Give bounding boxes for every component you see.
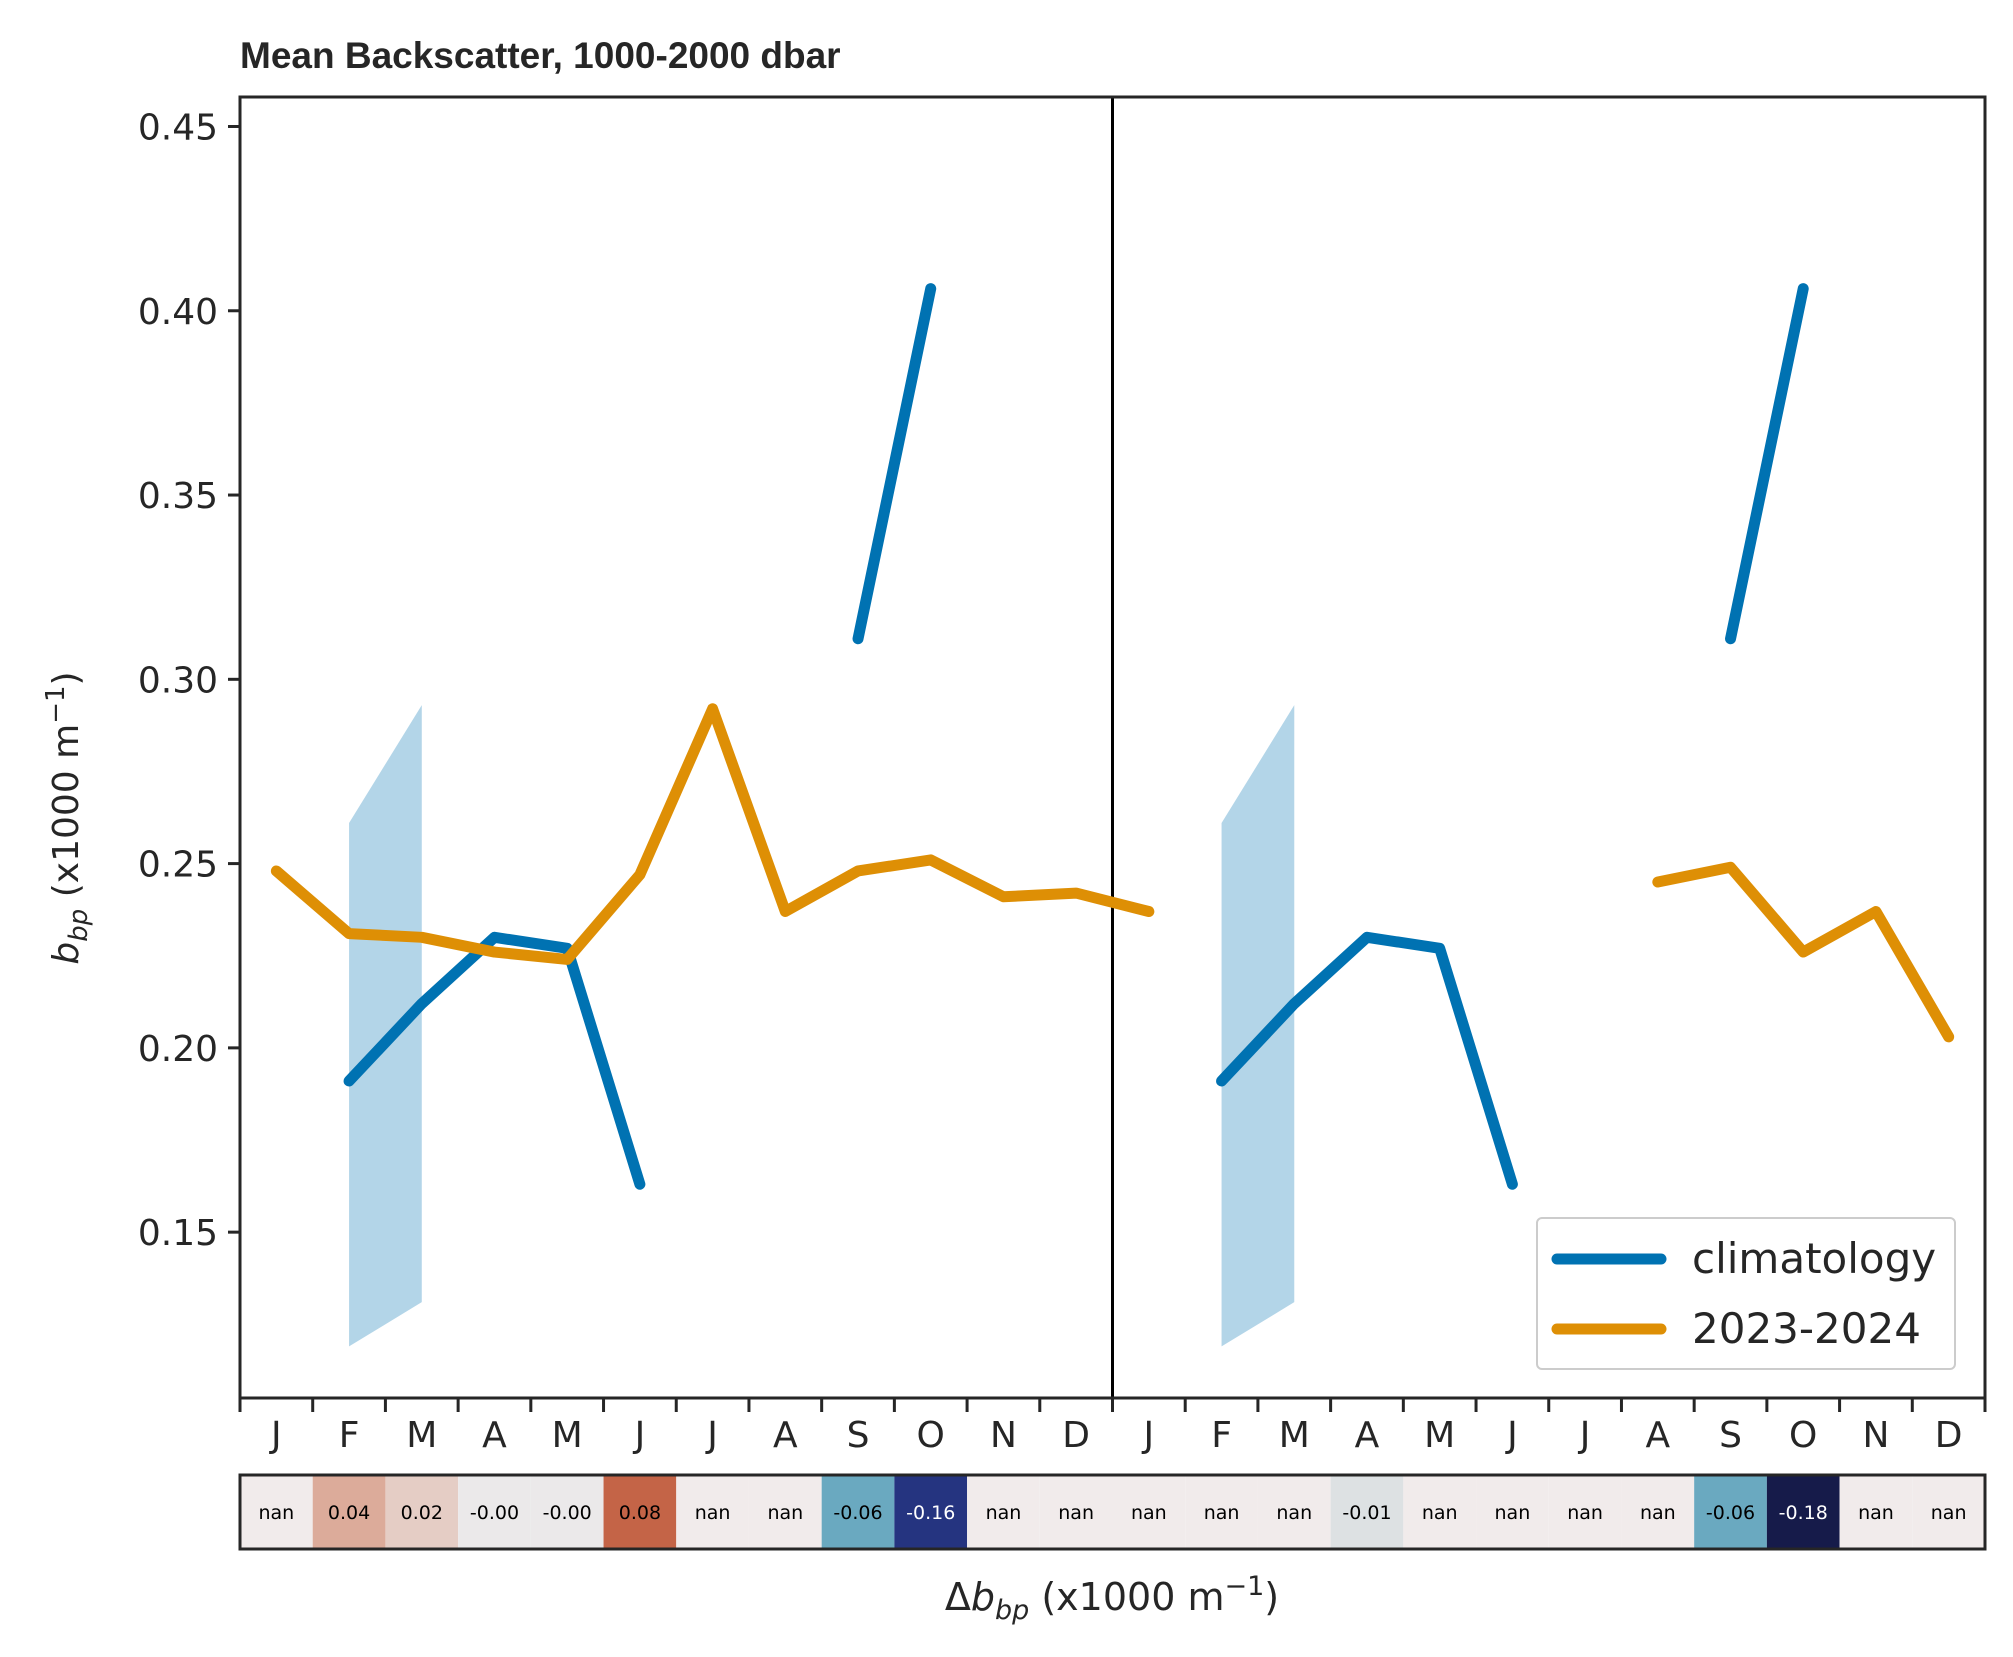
x-month-label: F	[339, 1415, 360, 1456]
x-month-label: A	[1355, 1415, 1380, 1456]
diff-cell-15	[1330, 1475, 1404, 1549]
x-month-label: D	[1935, 1415, 1963, 1456]
diff-cell-18	[1548, 1475, 1622, 1549]
x-month-label: J	[705, 1415, 718, 1456]
diff-cell-label: -0.00	[543, 1502, 592, 1524]
diff-cell-14	[1257, 1475, 1331, 1549]
diff-cell-12	[1112, 1475, 1186, 1549]
diff-cell-7	[748, 1475, 822, 1549]
diff-cell-3	[458, 1475, 531, 1549]
diff-cell-label: nan	[1495, 1502, 1531, 1524]
x-month-label: S	[847, 1415, 870, 1456]
diff-cell-label: 0.04	[328, 1502, 370, 1524]
diff-cell-21	[1766, 1475, 1840, 1549]
diff-cell-11	[1039, 1475, 1113, 1549]
x-month-label: M	[1424, 1415, 1455, 1456]
diff-cell-label: -0.18	[1779, 1502, 1828, 1524]
diff-cell-label: nan	[1858, 1502, 1894, 1524]
diff-cell-label: nan	[1276, 1502, 1312, 1524]
diff-cell-label: nan	[1058, 1502, 1094, 1524]
legend-label: climatology	[1692, 1234, 1936, 1283]
legend-label: 2023-2024	[1692, 1304, 1921, 1353]
x-month-label: J	[269, 1415, 282, 1456]
diff-cell-8	[821, 1475, 895, 1549]
diff-cell-9	[894, 1475, 968, 1549]
series-band-0-1	[1221, 705, 1295, 1347]
diff-cell-label: nan	[986, 1502, 1022, 1524]
diff-cell-0	[240, 1475, 313, 1549]
legend: climatology 2023-2024	[1536, 1217, 1956, 1370]
diff-cell-label: nan	[1640, 1502, 1676, 1524]
diff-cell-23	[1912, 1475, 1985, 1549]
diff-cell-label: nan	[695, 1502, 731, 1524]
diff-cell-label: 0.08	[619, 1502, 661, 1524]
x-month-label: A	[1645, 1415, 1670, 1456]
x-month-label: S	[1719, 1415, 1742, 1456]
plot-area	[238, 95, 1987, 1400]
diff-cell-label: nan	[767, 1502, 803, 1524]
diff-cell-label: -0.01	[1342, 1502, 1391, 1524]
diff-cell-20	[1694, 1475, 1767, 1549]
y-tick-label: 0.15	[138, 1213, 218, 1254]
diff-cell-label: nan	[1931, 1502, 1967, 1524]
x-month-label: O	[1789, 1415, 1817, 1456]
difference-strip: nan 0.04 0.02 -0.00 -0.00 0.08 nan nan -0.06 -0.1…	[238, 1473, 1987, 1551]
series-line-0-1	[852, 283, 937, 645]
chart-title: Mean Backscatter, 1000-2000 dbar	[240, 35, 841, 76]
x-month-label: A	[482, 1415, 507, 1456]
series-line-0-0	[343, 931, 646, 1190]
series-line-0-2	[1216, 931, 1518, 1190]
diff-cell-label: nan	[1131, 1502, 1167, 1524]
diff-cell-label: -0.16	[906, 1502, 955, 1524]
x-month-label: M	[1279, 1415, 1310, 1456]
y-tick-label: 0.25	[138, 845, 218, 886]
y-tick-label: 0.45	[138, 107, 218, 148]
x-month-label: J	[1578, 1415, 1591, 1456]
x-month-label: F	[1211, 1415, 1232, 1456]
diff-cell-6	[676, 1475, 749, 1549]
x-month-label: N	[1862, 1415, 1889, 1456]
diff-cell-1	[312, 1475, 386, 1549]
diff-cell-label: nan	[1567, 1502, 1603, 1524]
diff-cell-label: 0.02	[401, 1502, 443, 1524]
diff-cell-17	[1476, 1475, 1549, 1549]
x-month-label: A	[773, 1415, 798, 1456]
y-tick-label: 0.30	[138, 660, 218, 701]
series-line-1-0	[270, 703, 1155, 965]
diff-cell-2	[385, 1475, 459, 1549]
diff-cell-label: nan	[258, 1502, 294, 1524]
series-band-0-0	[349, 705, 422, 1347]
y-axis-label: bbp (x1000 m−1)	[41, 671, 94, 964]
diff-cell-4	[530, 1475, 604, 1549]
x-month-label: N	[990, 1415, 1017, 1456]
x-axis-label: Δbbp (x1000 m−1)	[945, 1571, 1279, 1626]
series-line-1-1	[1652, 861, 1955, 1043]
y-axis: 0.15 0.20 0.25 0.30 0.35 0.40 0.45	[138, 107, 240, 1254]
x-month-label: O	[917, 1415, 945, 1456]
diff-cell-label: -0.00	[470, 1502, 519, 1524]
x-month-label: M	[552, 1415, 583, 1456]
x-month-label: M	[406, 1415, 437, 1456]
diff-cell-16	[1403, 1475, 1477, 1549]
diff-cell-label: nan	[1204, 1502, 1240, 1524]
y-tick-label: 0.35	[138, 476, 218, 517]
diff-cell-13	[1185, 1475, 1258, 1549]
x-month-label: D	[1062, 1415, 1090, 1456]
x-month-label: J	[1505, 1415, 1518, 1456]
y-tick-label: 0.40	[138, 292, 218, 333]
y-tick-label: 0.20	[138, 1029, 218, 1070]
diff-cell-label: nan	[1422, 1502, 1458, 1524]
diff-cell-19	[1621, 1475, 1695, 1549]
diff-cell-label: -0.06	[833, 1502, 882, 1524]
series-line-0-3	[1725, 283, 1809, 645]
diff-cell-5	[603, 1475, 677, 1549]
diff-cell-22	[1839, 1475, 1913, 1549]
x-month-label: J	[633, 1415, 646, 1456]
diff-cell-label: -0.06	[1706, 1502, 1755, 1524]
diff-strip-frame	[238, 1473, 1987, 1551]
x-month-label: J	[1142, 1415, 1155, 1456]
diff-cell-10	[967, 1475, 1040, 1549]
